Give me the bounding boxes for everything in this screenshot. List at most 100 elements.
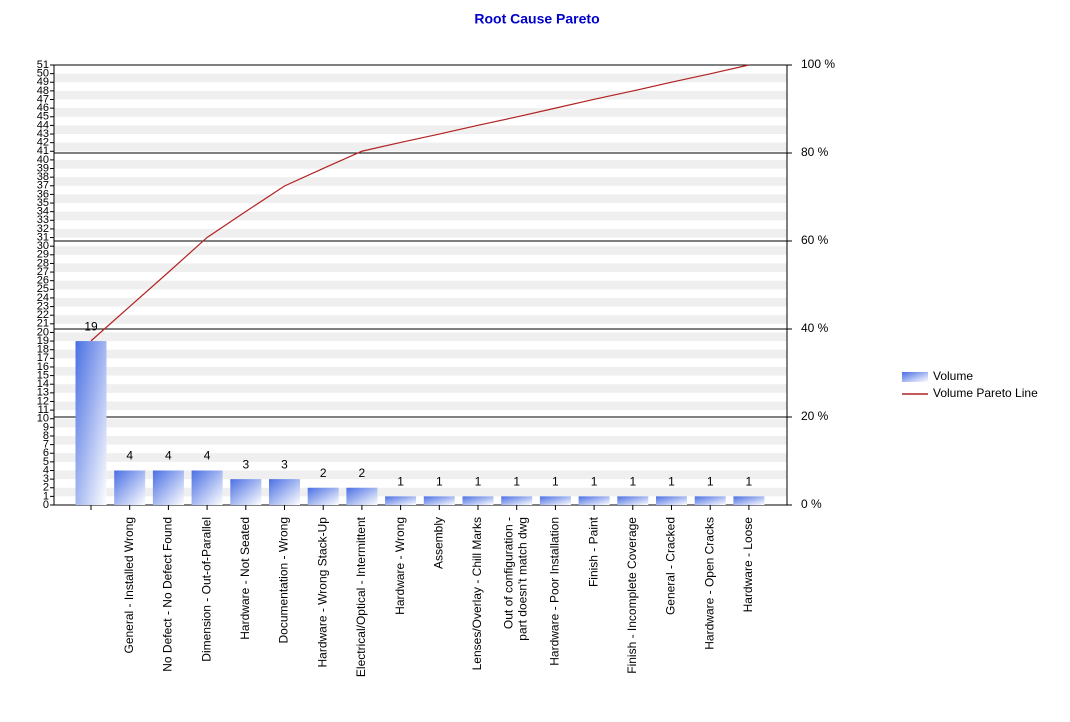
grid-stripe	[54, 177, 787, 186]
grid-stripe	[54, 384, 787, 393]
y-tick-label: 49	[37, 76, 49, 88]
grid-stripe	[54, 332, 787, 342]
y-tick-label: 24	[37, 292, 49, 304]
x-tick-label: Lenses/Overlay - Chill Marks	[470, 517, 484, 670]
y2-tick-label: 100 %	[801, 57, 835, 71]
data-label: 1	[629, 475, 636, 489]
y-tick-label: 43	[37, 128, 49, 140]
data-label: 1	[475, 475, 482, 489]
grid-stripe	[54, 453, 787, 462]
grid-stripe	[54, 280, 787, 290]
data-label: 3	[281, 457, 288, 471]
x-tick-label: Out of configuration -part doesn't match…	[502, 517, 530, 641]
y-tick-label: 47	[37, 93, 49, 105]
grid-stripe	[54, 211, 787, 221]
x-tick-label: Finish - Paint	[586, 516, 600, 587]
bar	[75, 341, 107, 505]
bar	[578, 496, 610, 505]
bar	[462, 496, 494, 505]
grid-stripe	[54, 470, 787, 480]
bar	[694, 496, 726, 505]
y-tick-label: 51	[37, 59, 49, 71]
y-tick-label: 16	[37, 361, 49, 373]
legend-label: Volume	[933, 369, 973, 383]
y-tick-label: 0	[43, 499, 49, 511]
y-tick-label: 10	[37, 413, 49, 425]
y-tick-label: 39	[37, 162, 49, 174]
grid-stripe	[54, 435, 787, 445]
grid-stripe	[54, 315, 787, 324]
grid-stripe	[54, 73, 787, 83]
y-tick-label: 8	[43, 430, 49, 442]
bar	[191, 470, 223, 505]
chart-title: Root Cause Pareto	[474, 11, 599, 27]
bar	[346, 487, 378, 505]
grid-stripe	[54, 401, 787, 411]
x-tick-label: Hardware - Loose	[741, 517, 755, 613]
y-tick-label: 42	[37, 137, 49, 149]
bar	[733, 496, 765, 505]
grid-stripe	[54, 228, 787, 238]
bar	[539, 496, 571, 505]
pareto-line	[90, 64, 750, 342]
y-tick-label: 21	[37, 318, 49, 330]
grid-stripe	[54, 297, 787, 307]
data-label: 4	[126, 449, 133, 463]
data-label: 2	[359, 466, 366, 480]
y-tick-label: 29	[37, 249, 49, 261]
y-tick-label: 30	[37, 240, 49, 252]
grid-stripe	[54, 349, 787, 359]
x-tick-label: Hardware - Open Cracks	[702, 517, 716, 650]
y-tick-label: 3	[43, 473, 49, 485]
y-tick-label: 40	[37, 154, 49, 166]
grid-stripe	[54, 90, 787, 100]
data-label: 1	[746, 475, 753, 489]
y-tick-label: 15	[37, 369, 49, 381]
y-tick-label: 34	[37, 206, 49, 218]
legend-label: Volume Pareto Line	[933, 386, 1038, 400]
x-tick-label: Hardware - Wrong	[393, 517, 407, 615]
grid-stripe	[54, 159, 787, 169]
data-label: 4	[204, 449, 211, 463]
y-tick-label: 18	[37, 344, 49, 356]
grid-stripe	[54, 194, 787, 204]
y-tick-label: 5	[43, 456, 49, 468]
y-tick-label: 23	[37, 300, 49, 312]
y-tick-label: 45	[37, 111, 49, 123]
y-tick-label: 41	[37, 145, 49, 157]
bar	[656, 496, 687, 505]
data-label: 4	[165, 449, 172, 463]
x-tick-label: General - Installed Wrong	[122, 517, 136, 654]
y-tick-label: 19	[37, 335, 49, 347]
x-tick-label: Hardware - Wrong Stack-Up	[315, 517, 329, 668]
bar	[617, 496, 649, 505]
y-tick-label: 4	[43, 464, 49, 476]
data-label: 1	[513, 475, 520, 489]
y-tick-label: 22	[37, 309, 49, 321]
grid-stripe	[54, 142, 787, 152]
y-tick-label: 20	[37, 326, 49, 338]
data-label: 1	[397, 475, 404, 489]
data-label: 1	[552, 475, 559, 489]
x-tick-label: General - Cracked	[664, 517, 678, 615]
y-tick-label: 25	[37, 283, 49, 295]
y-tick-label: 28	[37, 257, 49, 269]
y-tick-label: 14	[37, 378, 49, 390]
grid-stripe	[54, 125, 787, 135]
y2-tick-label: 80 %	[801, 145, 829, 159]
y-tick-label: 11	[38, 404, 49, 416]
y-tick-label: 48	[37, 85, 49, 97]
grid-stripe	[54, 418, 787, 428]
y-tick-label: 26	[37, 275, 49, 287]
y-tick-label: 2	[43, 482, 49, 494]
x-tick-label: Dimension - Out-of-Parallel	[199, 517, 213, 662]
x-tick-label: Assembly	[431, 517, 445, 569]
y-tick-label: 35	[37, 197, 49, 209]
bar	[230, 479, 262, 505]
y-tick-label: 7	[43, 439, 49, 451]
x-tick-label: Electrical/Optical - Intermittent	[354, 516, 368, 677]
bar	[501, 496, 533, 505]
y-tick-label: 31	[37, 231, 49, 243]
y2-tick-label: 40 %	[801, 321, 829, 335]
